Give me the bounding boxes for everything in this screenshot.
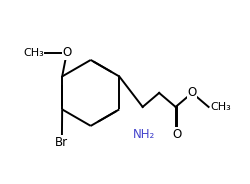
Text: O: O	[187, 86, 196, 99]
Text: O: O	[62, 46, 71, 59]
Text: NH₂: NH₂	[133, 128, 155, 141]
Text: CH₃: CH₃	[209, 102, 230, 112]
Text: Br: Br	[54, 136, 67, 149]
Text: CH₃: CH₃	[24, 47, 44, 58]
Text: O: O	[172, 128, 181, 141]
